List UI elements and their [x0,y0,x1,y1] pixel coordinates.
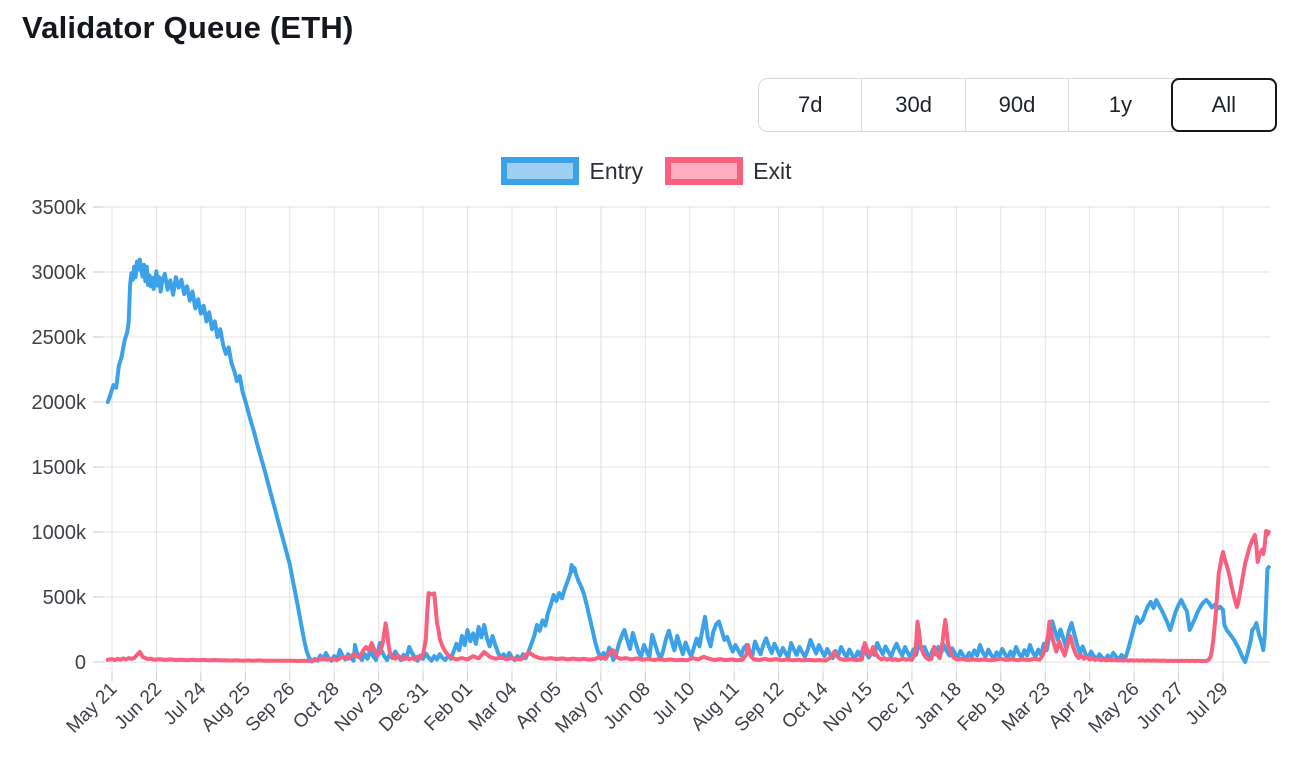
series-line-exit [105,529,1271,663]
x-axis-label: May 26 [1085,679,1144,738]
x-axis-label: Dec 17 [864,679,921,736]
range-button-90d[interactable]: 90d [964,79,1069,131]
range-button-7d[interactable]: 7d [759,79,862,131]
x-axis-label: Nov 29 [331,679,388,736]
x-axis-label: Feb 19 [954,679,1011,736]
entry-series-label: Entry [589,157,644,184]
x-axis-label: Mar 23 [998,679,1055,736]
x-axis-label: Sep 26 [242,679,299,736]
y-axis-label: 0 [75,652,86,674]
time-range-selector: 7d 30d 90d 1y All [758,78,1278,132]
y-axis-label: 1500k [32,457,87,479]
range-button-all[interactable]: All [1170,78,1278,132]
x-axis-label: May 21 [63,679,122,738]
x-axis-label: Nov 15 [820,679,877,736]
x-axis-label: Dec 31 [375,679,432,736]
exit-series-label: Exit [753,157,792,184]
exit-series-swatch [665,157,744,185]
legend-item-exit[interactable]: Exit [665,157,792,185]
y-axis-label: 1000k [32,522,87,544]
entry-series-swatch [501,157,580,185]
x-axis-label: Jun 22 [111,679,166,734]
x-axis-label: Jun 27 [1133,679,1188,734]
y-axis-label: 3500k [32,197,87,219]
y-axis-label: 500k [43,587,87,609]
legend-item-entry[interactable]: Entry [501,157,643,185]
x-axis-label: Jun 08 [600,679,655,734]
x-axis-label: Aug 25 [197,679,254,736]
x-axis-label: May 07 [551,679,610,738]
y-axis-label: 2500k [32,327,87,349]
series-line-entry [105,257,1271,664]
x-axis-label: Mar 04 [465,678,522,735]
range-button-1y[interactable]: 1y [1068,79,1172,131]
x-axis-label: Feb 01 [420,679,477,736]
y-axis-label: 2000k [32,392,87,414]
x-axis-label: Sep 12 [731,679,788,736]
chart-legend: Entry Exit [0,157,1293,185]
y-axis-label: 3000k [32,262,87,284]
range-button-30d[interactable]: 30d [861,79,965,131]
x-axis-label: Jul 29 [1182,679,1233,730]
page-title: Validator Queue (ETH) [22,10,354,45]
